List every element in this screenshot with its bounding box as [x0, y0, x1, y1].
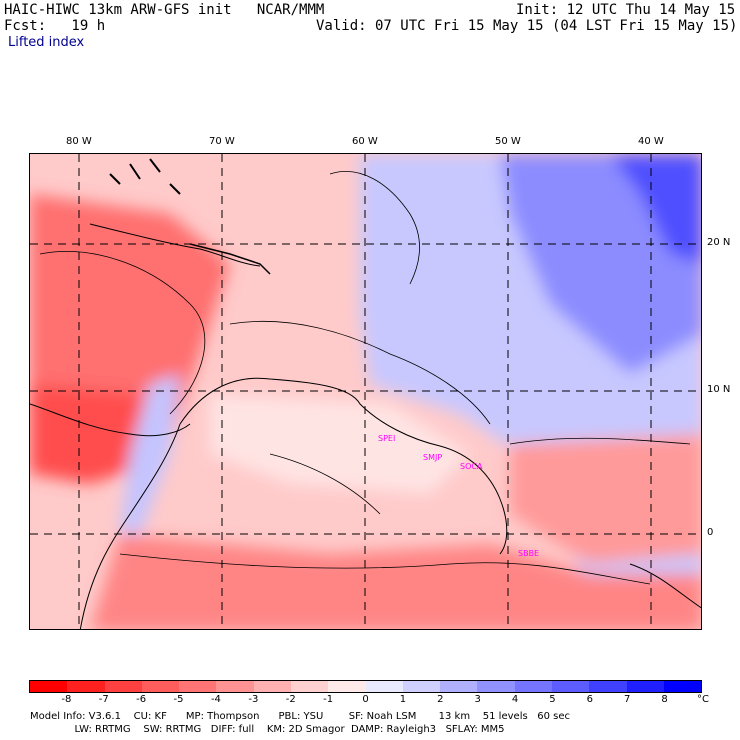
forecast-hour: Fcst: 19 h: [4, 18, 106, 34]
field-name: Lifted index: [8, 35, 85, 50]
lat-label-0: 0: [707, 527, 714, 538]
hispaniola: [189, 243, 271, 275]
panama-coast: [30, 403, 191, 437]
legend-tick-label: -7: [98, 694, 109, 705]
legend-tick-label: 0: [362, 694, 369, 705]
legend-tick-label: 6: [586, 694, 594, 705]
greater-antilles: [89, 223, 261, 267]
color-legend: [29, 680, 702, 693]
valid-time: Valid: 07 UTC Fri 15 May 15 (04 LST Fri …: [316, 18, 738, 34]
legend-tick-label: 3: [474, 694, 481, 705]
unstable-east-shading: [510, 434, 701, 564]
legend-swatch: [477, 681, 515, 692]
legend-tick-label: -1: [323, 694, 334, 705]
lon-label-70w: 70 W: [209, 136, 235, 147]
model-title: HAIC-HIWC 13km ARW-GFS init NCAR/MMM: [4, 2, 325, 18]
legend-tick-label: 5: [549, 694, 556, 705]
lat-label-20n: 20 N: [707, 237, 731, 248]
legend-swatch: [663, 681, 702, 692]
south-america-west-coast: [79, 423, 181, 629]
legend-swatch: [30, 681, 68, 692]
legend-tick-label: 4: [511, 694, 519, 705]
legend-swatch: [104, 681, 142, 692]
li-contours: [39, 171, 691, 585]
legend-swatch: [328, 681, 366, 692]
brazil-coast: [629, 563, 701, 609]
legend-tick-label: -4: [210, 694, 221, 705]
lon-label-50w: 50 W: [495, 136, 521, 147]
station-label: SPEI: [378, 434, 395, 443]
legend-swatch: [589, 681, 627, 692]
legend-swatch: [67, 681, 105, 692]
legend-swatch: [402, 681, 441, 692]
legend-tick-label: 2: [437, 694, 444, 705]
lon-label-80w: 80 W: [66, 136, 92, 147]
lifted-index-map: SPEI SMJP SOCA SBBE: [29, 153, 702, 630]
legend-tick-label: -2: [285, 694, 296, 705]
station-label: SBBE: [518, 549, 539, 558]
legend-swatch: [626, 681, 664, 692]
init-time: Init: 12 UTC Thu 14 May 15: [516, 2, 736, 18]
legend-unit: °C: [697, 694, 709, 705]
unstable-core-shading: [30, 384, 150, 484]
legend-swatch: [440, 681, 478, 692]
coastlines: [30, 158, 701, 629]
bahamas: [109, 158, 181, 195]
lat-lon-grid: [30, 154, 701, 629]
stable-max-shading: [610, 154, 701, 264]
legend-tick-label: -5: [173, 694, 184, 705]
stable-strip-shading: [120, 374, 180, 534]
legend-tick-label: -8: [61, 694, 72, 705]
model-info-line2: LW: RRTMG SW: RRTMG DIFF: full KM: 2D Sm…: [30, 724, 505, 735]
legend-tick-label: 1: [399, 694, 407, 705]
south-america-north-coast: [179, 377, 508, 555]
lon-label-60w: 60 W: [352, 136, 378, 147]
lon-label-40w: 40 W: [638, 136, 664, 147]
legend-swatch: [253, 681, 291, 692]
station-label: SMJP: [423, 453, 442, 462]
model-info-line1: Model Info: V3.6.1 CU: KF MP: Thompson P…: [30, 711, 570, 722]
legend-swatch: [290, 681, 329, 692]
legend-swatch: [551, 681, 590, 692]
lat-label-10n: 10 N: [707, 384, 731, 395]
station-label: SOCA: [460, 462, 483, 471]
legend-swatch: [141, 681, 180, 692]
legend-tick-label: 8: [661, 694, 668, 705]
legend-tick-label: -3: [248, 694, 259, 705]
map-canvas: SPEI SMJP SOCA SBBE: [30, 154, 701, 629]
legend-swatch: [179, 681, 217, 692]
legend-swatch: [514, 681, 552, 692]
unstable-south-shading: [90, 534, 701, 629]
neutral-band-shading: [210, 394, 470, 494]
legend-tick-label: 7: [624, 694, 631, 705]
legend-swatch: [216, 681, 254, 692]
legend-tick-label: -6: [136, 694, 147, 705]
legend-swatch: [365, 681, 403, 692]
